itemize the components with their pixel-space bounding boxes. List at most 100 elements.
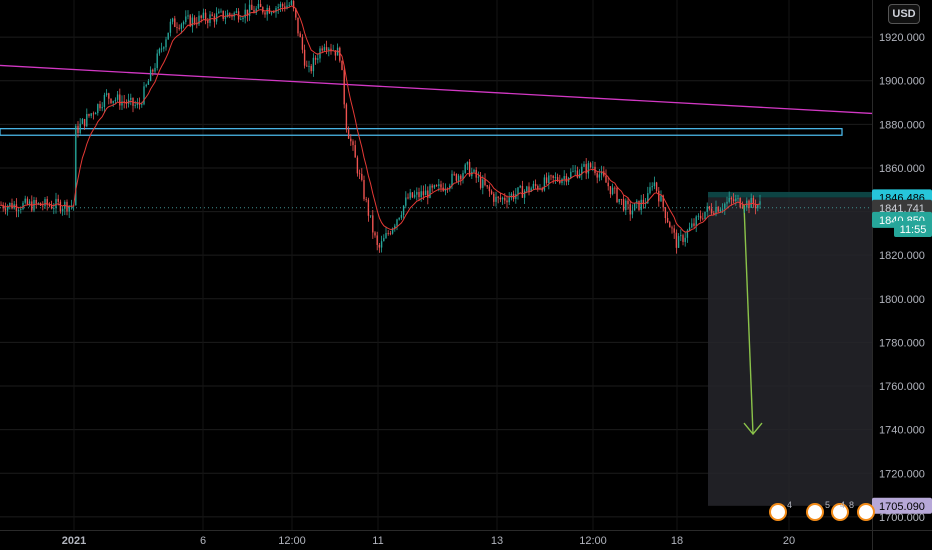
candle-body [517, 187, 519, 195]
candle-body [152, 69, 154, 72]
candle-body [361, 173, 363, 180]
event-count: 8 [849, 500, 854, 510]
drawing-overlays[interactable] [0, 64, 873, 506]
candle-body [295, 8, 297, 18]
candle-body [554, 177, 557, 178]
candle-body [409, 192, 411, 199]
candle-body [191, 17, 194, 27]
candle-body [2, 205, 4, 209]
price-axis[interactable]: 1920.0001900.0001880.0001860.0001840.000… [879, 32, 925, 524]
price-series[interactable] [0, 0, 761, 254]
candle-body [721, 208, 724, 210]
candle-body [732, 199, 735, 202]
candle-body [350, 138, 352, 142]
candle-body [59, 201, 62, 212]
candle-body [149, 69, 152, 82]
candle-body [68, 205, 70, 212]
candle-body [147, 81, 150, 85]
currency-badge[interactable]: USD [888, 4, 920, 24]
candle-body [380, 241, 383, 248]
candle-body [207, 20, 209, 23]
y-tick-label: 1800.000 [879, 294, 925, 306]
candle-body [53, 208, 55, 209]
candle-body [429, 185, 431, 198]
candle-body [427, 190, 429, 198]
candle-body [651, 186, 653, 188]
candle-body [534, 183, 537, 187]
candle-body [387, 232, 389, 234]
candle-body [281, 3, 284, 7]
candle-body [682, 235, 684, 242]
candle-body [187, 15, 189, 17]
candle-body [435, 185, 438, 187]
candle-body [99, 104, 101, 109]
price-label: 1841.741 [879, 203, 925, 215]
time-axis[interactable]: 2021 6 12:00 11 13 12:00 18 20 [62, 535, 795, 547]
candle-body [521, 186, 524, 198]
y-tick-label: 1700.000 [879, 512, 925, 524]
candle-body [655, 182, 658, 191]
candle-body [163, 47, 165, 49]
candle-body [385, 232, 387, 239]
candle-body [244, 9, 246, 18]
candle-body [532, 183, 535, 189]
candle-body [303, 49, 306, 66]
candle-body [229, 13, 231, 15]
candle-body [484, 179, 486, 186]
projection-target-zone [708, 197, 872, 506]
candle-body [325, 47, 328, 51]
candle-body [105, 93, 108, 95]
candle-body [330, 48, 332, 51]
candle-body [488, 186, 491, 192]
candle-body [673, 228, 675, 233]
candle-body [677, 236, 680, 248]
event-icon [857, 503, 875, 521]
candle-body [110, 98, 112, 104]
candle-body [20, 209, 22, 210]
candle-body [145, 84, 147, 87]
candle-body [559, 180, 561, 184]
candle-body [138, 103, 141, 105]
candle-body [189, 15, 191, 27]
trend-line [0, 64, 873, 115]
candle-body [653, 182, 656, 187]
candle-body [211, 14, 213, 16]
candle-body [605, 175, 607, 183]
candle-body [378, 244, 381, 248]
candle-body [26, 198, 29, 205]
candle-body [642, 199, 645, 204]
support-zone [0, 128, 843, 136]
candle-body [339, 47, 341, 61]
candle-body [438, 184, 440, 187]
candle-body [4, 208, 7, 211]
candle-body [743, 207, 746, 209]
candle-body [156, 53, 158, 68]
candle-body [334, 50, 337, 56]
candle-body [266, 7, 268, 15]
y-tick-label: 1740.000 [879, 425, 925, 437]
y-tick-label: 1820.000 [879, 250, 925, 262]
candle-body [625, 200, 627, 211]
candle-body [444, 188, 447, 191]
candle-body [141, 104, 143, 106]
candle-body [193, 17, 196, 24]
candle-body [556, 177, 559, 181]
candle-body [374, 232, 376, 236]
candle-body [242, 17, 244, 20]
candle-body [167, 32, 169, 40]
candle-body [433, 185, 436, 188]
candle-body [37, 203, 40, 204]
candle-body [730, 197, 733, 200]
candle-body [413, 194, 416, 198]
y-tick-label: 1720.000 [879, 468, 925, 480]
candle-body [182, 22, 185, 25]
x-tick-label: 2021 [62, 535, 86, 547]
candle-body [691, 223, 693, 228]
candle-body [308, 66, 310, 67]
candle-body [596, 173, 598, 178]
candle-body [523, 191, 526, 198]
candle-body [92, 113, 95, 115]
